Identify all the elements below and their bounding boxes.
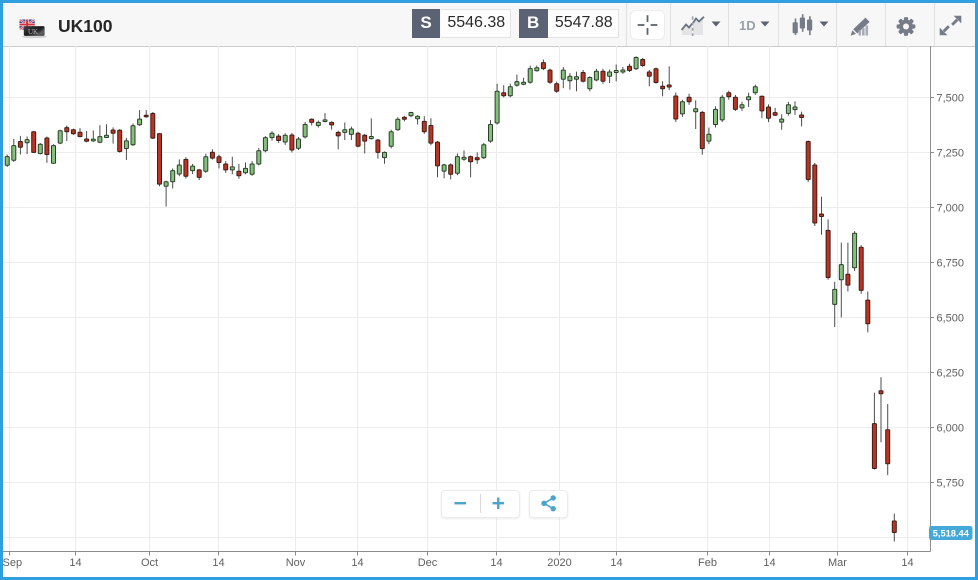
svg-text:6,000: 6,000 bbox=[937, 423, 965, 435]
svg-text:6,750: 6,750 bbox=[937, 258, 965, 270]
svg-text:14: 14 bbox=[763, 557, 775, 569]
svg-text:UK: UK bbox=[28, 28, 38, 36]
svg-text:6,500: 6,500 bbox=[937, 313, 965, 325]
svg-text:2020: 2020 bbox=[547, 557, 571, 569]
svg-text:6,250: 6,250 bbox=[937, 368, 965, 380]
svg-text:Feb: Feb bbox=[698, 557, 717, 569]
svg-text:5,518.44: 5,518.44 bbox=[933, 528, 970, 538]
svg-text:14: 14 bbox=[351, 557, 363, 569]
svg-text:Oct: Oct bbox=[141, 557, 158, 569]
svg-text:Sep: Sep bbox=[3, 557, 23, 569]
svg-text:7,250: 7,250 bbox=[937, 148, 965, 160]
svg-text:7,500: 7,500 bbox=[937, 93, 965, 105]
svg-text:14: 14 bbox=[69, 557, 81, 569]
svg-text:Dec: Dec bbox=[418, 557, 438, 569]
svg-text:14: 14 bbox=[490, 557, 502, 569]
svg-text:5,750: 5,750 bbox=[937, 478, 965, 490]
svg-text:Nov: Nov bbox=[286, 557, 306, 569]
svg-text:14: 14 bbox=[610, 557, 622, 569]
svg-text:14: 14 bbox=[901, 557, 913, 569]
svg-text:Mar: Mar bbox=[828, 557, 847, 569]
svg-text:14: 14 bbox=[212, 557, 224, 569]
svg-text:7,000: 7,000 bbox=[937, 203, 965, 215]
